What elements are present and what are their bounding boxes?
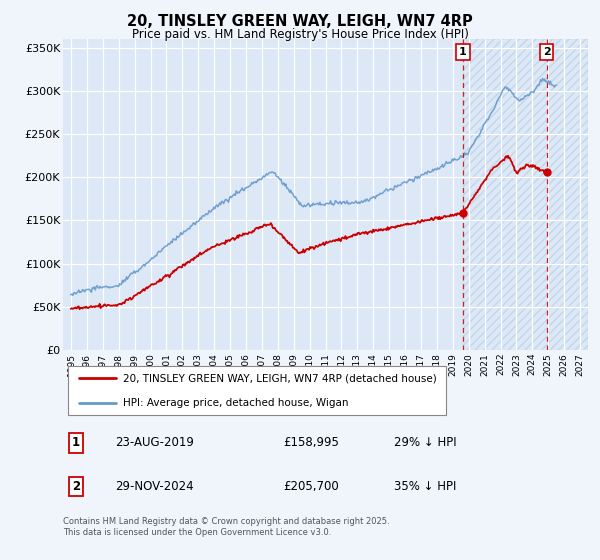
Text: Price paid vs. HM Land Registry's House Price Index (HPI): Price paid vs. HM Land Registry's House …	[131, 28, 469, 41]
Text: £158,995: £158,995	[284, 436, 340, 450]
Text: Contains HM Land Registry data © Crown copyright and database right 2025.
This d: Contains HM Land Registry data © Crown c…	[63, 517, 389, 536]
Text: 23-AUG-2019: 23-AUG-2019	[115, 436, 194, 450]
Text: 35% ↓ HPI: 35% ↓ HPI	[394, 480, 456, 493]
Bar	[463, 39, 588, 350]
Text: 1: 1	[459, 47, 467, 57]
FancyBboxPatch shape	[68, 366, 446, 415]
Text: 2: 2	[72, 480, 80, 493]
Text: 2: 2	[543, 47, 551, 57]
Text: 29-NOV-2024: 29-NOV-2024	[115, 480, 194, 493]
Bar	[463, 39, 588, 350]
Text: 20, TINSLEY GREEN WAY, LEIGH, WN7 4RP: 20, TINSLEY GREEN WAY, LEIGH, WN7 4RP	[127, 14, 473, 29]
Text: £205,700: £205,700	[284, 480, 339, 493]
Bar	[63, 39, 463, 350]
Text: 29% ↓ HPI: 29% ↓ HPI	[394, 436, 457, 450]
Text: 20, TINSLEY GREEN WAY, LEIGH, WN7 4RP (detached house): 20, TINSLEY GREEN WAY, LEIGH, WN7 4RP (d…	[124, 374, 437, 384]
Text: HPI: Average price, detached house, Wigan: HPI: Average price, detached house, Wiga…	[124, 398, 349, 408]
Text: 1: 1	[72, 436, 80, 450]
